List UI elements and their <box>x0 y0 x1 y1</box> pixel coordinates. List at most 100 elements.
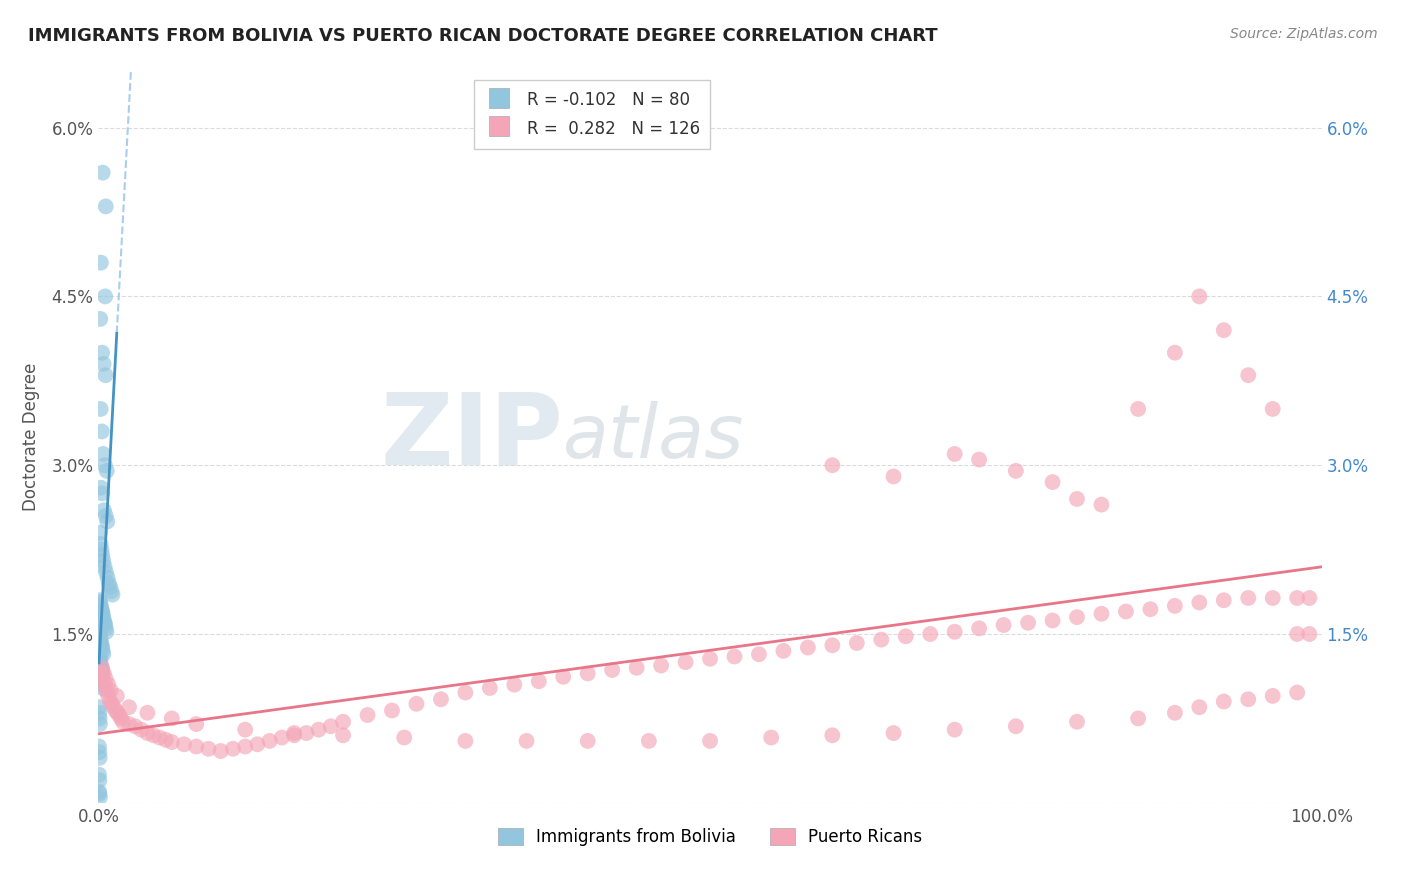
Point <box>91 548 114 562</box>
Point <box>1066 610 1088 624</box>
Point <box>94 289 117 303</box>
Point <box>96 624 118 639</box>
Point <box>637 734 661 748</box>
Point <box>91 345 114 359</box>
Point <box>87 739 110 754</box>
Point <box>94 672 117 686</box>
Point <box>454 734 477 748</box>
Point <box>100 584 122 599</box>
Point <box>110 711 132 725</box>
Point <box>233 723 256 737</box>
Point <box>943 723 966 737</box>
Point <box>1298 627 1320 641</box>
Point <box>283 726 305 740</box>
Point <box>89 629 111 643</box>
Point <box>600 663 623 677</box>
Point <box>91 640 114 655</box>
Point <box>503 678 526 692</box>
Point <box>89 706 111 720</box>
Point <box>93 666 115 681</box>
Point <box>1188 700 1211 714</box>
Point <box>90 401 112 416</box>
Point <box>90 678 112 692</box>
Legend: Immigrants from Bolivia, Puerto Ricans: Immigrants from Bolivia, Puerto Ricans <box>491 822 929 853</box>
Point <box>91 166 114 180</box>
Point <box>90 666 112 681</box>
Point <box>1237 591 1260 605</box>
Point <box>1261 689 1284 703</box>
Point <box>90 599 112 613</box>
Point <box>97 689 120 703</box>
Point <box>96 464 118 478</box>
Point <box>89 649 111 664</box>
Point <box>103 700 125 714</box>
Point <box>1298 591 1320 605</box>
Point <box>527 674 550 689</box>
Y-axis label: Doctorate Degree: Doctorate Degree <box>22 363 41 511</box>
Point <box>91 447 114 461</box>
Point <box>90 425 112 439</box>
Point <box>89 717 111 731</box>
Point <box>93 678 115 692</box>
Text: Source: ZipAtlas.com: Source: ZipAtlas.com <box>1230 27 1378 41</box>
Point <box>91 681 114 695</box>
Point <box>118 717 141 731</box>
Point <box>1261 591 1284 605</box>
Point <box>90 632 112 647</box>
Point <box>98 580 121 594</box>
Point <box>90 663 112 677</box>
Point <box>90 255 112 269</box>
Point <box>91 666 114 681</box>
Point <box>1090 498 1112 512</box>
Point <box>1066 491 1088 506</box>
Point <box>90 658 112 673</box>
Point <box>91 607 114 621</box>
Point <box>89 525 111 540</box>
Point <box>1004 719 1026 733</box>
Text: atlas: atlas <box>564 401 745 473</box>
Point <box>332 728 354 742</box>
Point <box>993 618 1015 632</box>
Point <box>246 737 269 751</box>
Point <box>91 661 114 675</box>
Text: IMMIGRANTS FROM BOLIVIA VS PUERTO RICAN DOCTORATE DEGREE CORRELATION CHART: IMMIGRANTS FROM BOLIVIA VS PUERTO RICAN … <box>28 27 938 45</box>
Point <box>89 672 111 686</box>
Point <box>186 717 208 731</box>
Point <box>1042 614 1064 628</box>
Point <box>100 683 122 698</box>
Point <box>90 638 112 652</box>
Point <box>89 773 111 788</box>
Point <box>576 734 599 748</box>
Point <box>96 515 118 529</box>
Point <box>94 199 117 213</box>
Point <box>1164 599 1187 613</box>
Point <box>1212 593 1234 607</box>
Point <box>356 708 378 723</box>
Point <box>93 615 115 630</box>
Point <box>91 605 114 619</box>
Point <box>920 627 942 641</box>
Point <box>136 726 159 740</box>
Point <box>943 447 966 461</box>
Point <box>478 681 501 695</box>
Point <box>1286 627 1309 641</box>
Point <box>149 731 172 745</box>
Point <box>1237 368 1260 383</box>
Point <box>1212 694 1234 708</box>
Point <box>97 571 120 585</box>
Point <box>94 458 117 473</box>
Point <box>576 666 599 681</box>
Point <box>553 670 575 684</box>
Point <box>87 767 110 781</box>
Point <box>91 610 114 624</box>
Point <box>93 614 115 628</box>
Point <box>108 708 131 723</box>
Point <box>772 644 794 658</box>
Point <box>89 655 111 669</box>
Point <box>883 726 905 740</box>
Point <box>91 644 114 658</box>
Point <box>1139 602 1161 616</box>
Point <box>89 595 111 609</box>
Point <box>1286 685 1309 699</box>
Point <box>89 835 111 849</box>
